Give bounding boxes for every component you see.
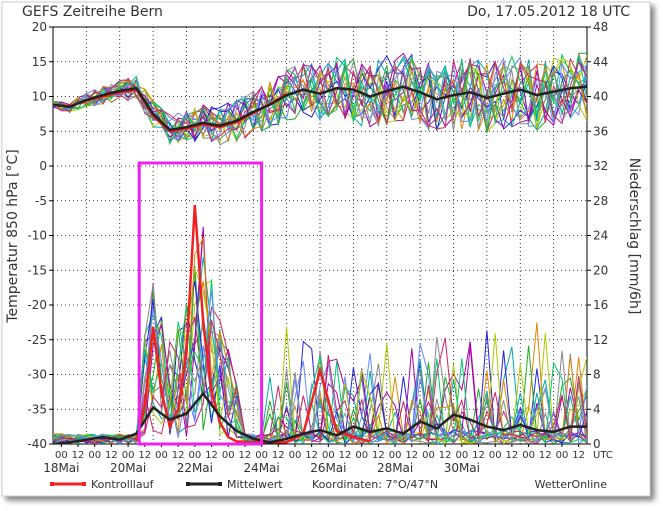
x-hour-label: 00 — [55, 450, 68, 461]
ensemble-temp-line — [53, 60, 587, 138]
y-right-tick-label: 48 — [593, 20, 608, 34]
x-hour-label: 00 — [155, 450, 168, 461]
legend-mean: Mittelwert — [186, 478, 283, 491]
y-right-tick-label: 16 — [593, 298, 608, 312]
y-right-tick-label: 4 — [593, 402, 601, 416]
legend-mean-marker-left — [186, 482, 190, 486]
grid-lines — [53, 27, 587, 444]
legend-mean-label: Mittelwert — [227, 478, 283, 491]
y-axis-left: 20 15 10 5 0 -5 -10 -15 -20 -25 -30 -35 -40 — [27, 20, 53, 451]
y-right-tick-label: 20 — [593, 263, 608, 277]
x-hour-label: 00 — [255, 450, 268, 461]
x-day-label: 24Mai — [243, 461, 279, 475]
y-left-tick-label: -5 — [35, 194, 47, 208]
y-right-tick-label: 32 — [593, 159, 608, 173]
y-left-tick-label: -35 — [27, 402, 47, 416]
x-hour-label: 12 — [205, 450, 218, 461]
legend-control-marker-right — [82, 482, 86, 486]
x-day-label: 30Mai — [444, 461, 480, 475]
x-hour-label: 12 — [138, 450, 151, 461]
y-left-tick-label: -40 — [27, 437, 47, 451]
mean-temp-line — [53, 85, 587, 132]
precip-highlight-box — [137, 161, 264, 446]
x-hour-label: 00 — [489, 450, 502, 461]
run-datetime: Do, 17.05.2012 18 UTC — [467, 4, 630, 20]
y-left-tick-label: -30 — [27, 368, 47, 382]
ensemble-precip-line — [53, 319, 587, 444]
x-hour-label: 00 — [455, 450, 468, 461]
x-hour-label: 12 — [372, 450, 385, 461]
ensemble-temp-line — [53, 58, 587, 143]
y-right-tick-label: 0 — [593, 437, 601, 451]
y-right-tick-label: 12 — [593, 333, 608, 347]
ensemble-precip-line — [53, 290, 587, 444]
x-hour-label: 12 — [539, 450, 552, 461]
ensemble-precip-line — [53, 284, 587, 444]
y-right-tick-label: 40 — [593, 90, 608, 104]
x-day-label: 26Mai — [310, 461, 346, 475]
x-hour-label: 12 — [339, 450, 352, 461]
legend-control-label: Kontrolllauf — [91, 478, 155, 491]
x-hour-label: 00 — [289, 450, 302, 461]
x-hour-label: 00 — [556, 450, 569, 461]
y-left-tick-label: -25 — [27, 333, 47, 347]
x-hour-label: 00 — [222, 450, 235, 461]
y-left-tick-label: 20 — [32, 20, 47, 34]
legend-control: Kontrolllauf — [50, 478, 155, 491]
y-left-tick-label: -10 — [27, 229, 47, 243]
ensemble-temp-line — [53, 53, 587, 146]
ensemble-temp-line — [53, 52, 587, 140]
y-left-tick-label: 10 — [32, 90, 47, 104]
x-hour-label: 12 — [506, 450, 519, 461]
x-day-label: 28Mai — [377, 461, 413, 475]
x-hour-label: 12 — [239, 450, 252, 461]
chart-title: GEFS Zeitreihe Bern — [22, 4, 163, 20]
x-hour-label: 12 — [105, 450, 118, 461]
x-hour-label: 12 — [572, 450, 585, 461]
legend-control-marker-left — [50, 482, 54, 486]
ensemble-precip-line — [53, 236, 587, 444]
x-hour-label: 12 — [72, 450, 85, 461]
x-hour-label: 00 — [522, 450, 535, 461]
coordinates-label: Koordinaten: 7°O/47°N — [312, 478, 438, 491]
x-hour-label: 00 — [389, 450, 402, 461]
x-hour-label: 00 — [422, 450, 435, 461]
x-hour-label: 12 — [172, 450, 185, 461]
y-right-tick-label: 44 — [593, 55, 608, 69]
x-utc-label: UTC — [593, 450, 613, 461]
y-right-tick-label: 8 — [593, 368, 601, 382]
x-day-label: 18Mai — [43, 461, 79, 475]
y-axis-left-title: Temperatur 850 hPa [°C] — [5, 149, 21, 323]
y-left-tick-label: 5 — [39, 124, 47, 138]
y-left-tick-label: -20 — [27, 298, 47, 312]
x-hour-label: 00 — [122, 450, 135, 461]
y-right-tick-label: 36 — [593, 124, 608, 138]
y-left-tick-label: 0 — [39, 159, 47, 173]
ensemble-precip-line — [53, 279, 587, 444]
y-axis-right-title: Niederschlag [mm/6h] — [626, 158, 642, 315]
x-hour-label: 00 — [188, 450, 201, 461]
x-hour-label: 12 — [305, 450, 318, 461]
x-hour-label: 00 — [355, 450, 368, 461]
y-right-tick-label: 24 — [593, 229, 608, 243]
mean-precip-line — [53, 391, 587, 444]
y-left-tick-label: -15 — [27, 263, 47, 277]
control-precip-line — [135, 205, 371, 444]
legend-mean-marker-right — [218, 482, 222, 486]
series-layer — [53, 52, 587, 444]
x-day-label: 22Mai — [177, 461, 213, 475]
x-hour-label: 00 — [88, 450, 101, 461]
x-day-label: 20Mai — [110, 461, 146, 475]
x-hour-label: 12 — [272, 450, 285, 461]
x-axis: 00 12 00 12 00 12 00 12 00 12 00 12 00 12 00 12 00 12 00 12… — [43, 444, 613, 475]
y-right-tick-label: 28 — [593, 194, 608, 208]
x-hour-label: 00 — [322, 450, 335, 461]
y-left-tick-label: 15 — [32, 55, 47, 69]
x-hour-label: 12 — [405, 450, 418, 461]
x-hour-label: 12 — [472, 450, 485, 461]
x-hour-label: 12 — [439, 450, 452, 461]
source-label: WetterOnline — [535, 478, 608, 491]
